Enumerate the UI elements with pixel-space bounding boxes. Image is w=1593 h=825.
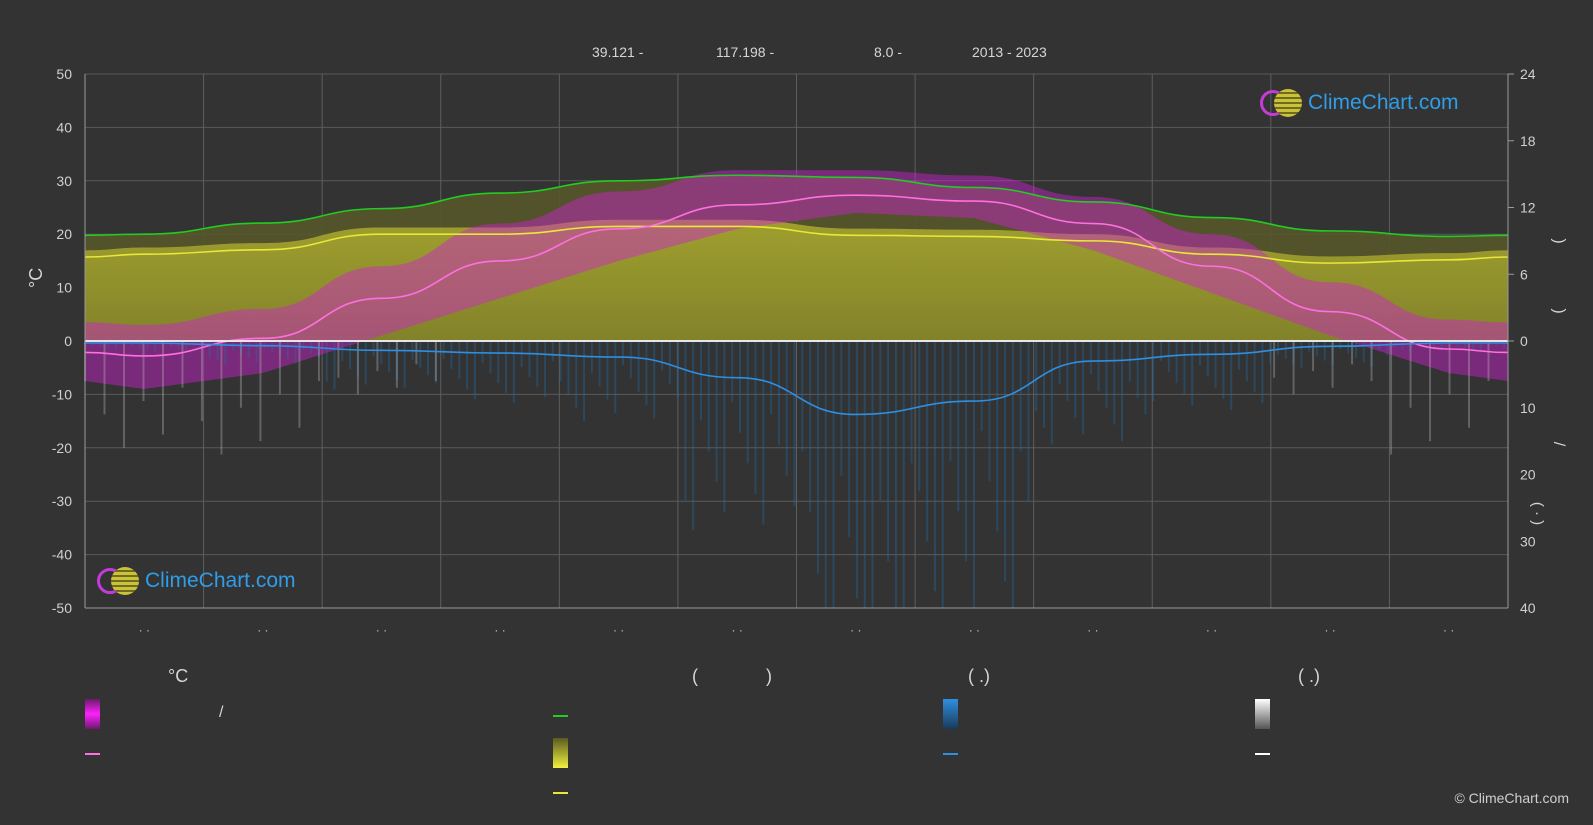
y-left-tick-label: -30	[52, 493, 72, 509]
y-left-tick-label: 40	[56, 119, 72, 135]
right-axis-slash: /	[1550, 441, 1568, 447]
daylight-line	[84, 174, 1509, 238]
header-elev: 8.0 -	[874, 44, 903, 60]
sunshine-line	[84, 225, 1509, 264]
legend-temp-range-sep: /	[219, 704, 224, 721]
logo-bottom[interactable]: ClimeChart.com	[97, 567, 296, 595]
y-right-mm-tick-label: 30	[1520, 533, 1536, 549]
y-right-hours-tick-label: 0	[1520, 333, 1528, 349]
x-tick-label: · ·	[613, 623, 624, 637]
legend-sunshine-mean-swatch	[553, 792, 568, 794]
legend-temp-range-swatch	[85, 699, 100, 729]
right-axis-paren-bottom: ( · )	[1529, 501, 1547, 526]
x-tick-label: · ·	[732, 623, 743, 637]
climate-chart: 50 40 30 20 10 0 -10 -20 -30 -40 -50 24 18 12 6 0 10 20 30…	[52, 66, 1536, 637]
legend-sun-head-left: (	[692, 666, 698, 686]
legend-temp-head: °C	[168, 666, 189, 686]
logo-text: ClimeChart.com	[1308, 91, 1459, 114]
y-left-tick-label: 30	[56, 173, 72, 189]
logo-sun-icon	[1274, 89, 1302, 117]
legend-sun-head-right: )	[766, 666, 772, 686]
header-years: 2013 - 2023	[972, 44, 1047, 60]
y-right-hours-tick-label: 24	[1520, 66, 1536, 82]
y-right-hours-tick-label: 18	[1520, 133, 1536, 149]
y-left-tick-label: 0	[64, 333, 72, 349]
y-left-tick-label: -10	[52, 386, 72, 402]
legend-rain-head: ( .)	[968, 666, 990, 686]
right-axis-paren-b: )	[1550, 308, 1568, 314]
logo-sun-icon	[111, 567, 139, 595]
legend-snow-head: ( .)	[1298, 666, 1320, 686]
x-tick-label: · ·	[1206, 623, 1217, 637]
x-tick-label: · ·	[1324, 623, 1335, 637]
x-tick-label: · ·	[376, 623, 387, 637]
header-lat: 39.121 -	[592, 44, 644, 60]
y-left-tick-label: -20	[52, 440, 72, 456]
legend-snow-range-swatch	[1255, 699, 1270, 729]
y-right-hours-tick-label: 12	[1520, 200, 1536, 216]
right-axis-paren-a: )	[1550, 238, 1568, 244]
x-tick-label: · ·	[969, 623, 980, 637]
rain-line	[85, 342, 1508, 416]
copyright[interactable]: © ClimeChart.com	[1454, 790, 1569, 806]
legend-rain-range-swatch	[943, 699, 958, 729]
x-tick-label: · ·	[850, 623, 861, 637]
y-right-mm-tick-label: 10	[1520, 400, 1536, 416]
legend-rain-mean-swatch	[943, 753, 958, 755]
x-tick-label: · ·	[257, 623, 268, 637]
x-tick-label: · ·	[494, 623, 505, 637]
header-lon: 117.198 -	[716, 44, 775, 60]
y-left-tick-label: 20	[56, 226, 72, 242]
legend-snow-mean-swatch	[1255, 753, 1270, 755]
legend-temp-mean-swatch	[85, 753, 100, 755]
temp-range-area	[85, 170, 1508, 390]
y-left-tick-label: -40	[52, 547, 72, 563]
x-tick-label: · ·	[1087, 623, 1098, 637]
logo-top[interactable]: ClimeChart.com	[1260, 89, 1459, 117]
legend-daylight-swatch	[553, 715, 568, 717]
sunshine-area	[85, 219, 1508, 341]
y-left-tick-label: 50	[56, 66, 72, 82]
x-tick-label: · ·	[1443, 623, 1454, 637]
y-left-tick-label: 10	[56, 280, 72, 296]
temp-mean-line	[84, 194, 1509, 357]
y-right-mm-tick-label: 20	[1520, 467, 1536, 483]
y-right-mm-tick-label: 40	[1520, 600, 1536, 616]
logo-text: ClimeChart.com	[145, 569, 296, 592]
left-axis-unit: °C	[26, 267, 46, 288]
y-right-hours-tick-label: 6	[1520, 266, 1528, 282]
legend-sunshine-range-swatch	[553, 738, 568, 768]
x-tick-label: · ·	[139, 623, 150, 637]
y-left-tick-label: -50	[52, 600, 72, 616]
